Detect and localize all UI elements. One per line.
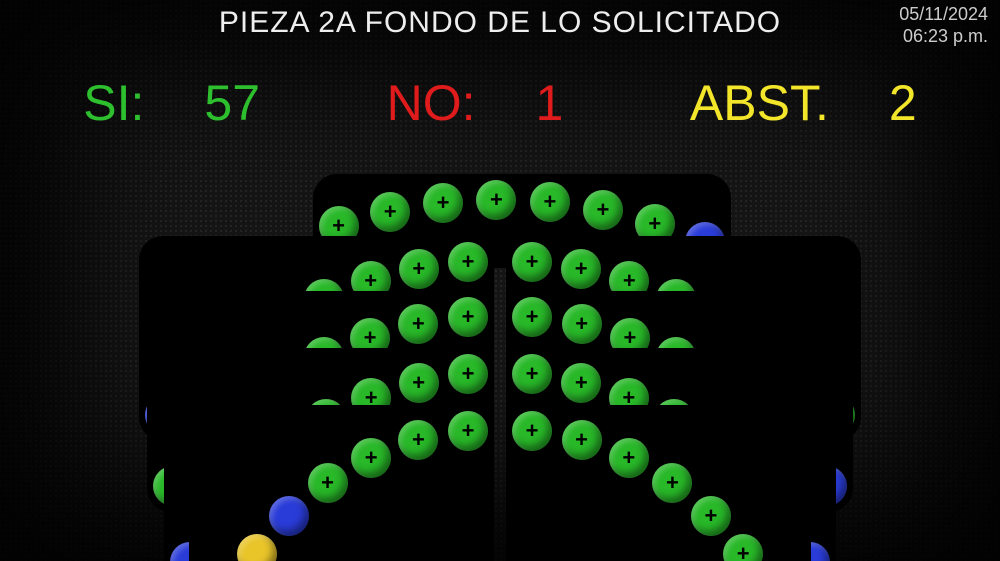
seat-yes: + bbox=[512, 297, 552, 337]
seat-yes: + bbox=[561, 363, 601, 403]
seat-yes: + bbox=[448, 297, 488, 337]
seat-yes: + bbox=[561, 249, 601, 289]
si-label: SI: bbox=[83, 74, 144, 132]
seat-yes: + bbox=[448, 411, 488, 451]
seat-empty bbox=[269, 496, 309, 536]
no-label: NO: bbox=[387, 74, 476, 132]
seat-yes: + bbox=[691, 496, 731, 536]
timestamp: 05/11/2024 06:23 p.m. bbox=[899, 4, 988, 47]
seat-yes: + bbox=[308, 463, 348, 503]
seat-yes: + bbox=[562, 304, 602, 344]
time-text: 06:23 p.m. bbox=[899, 26, 988, 48]
seat-yes: + bbox=[399, 363, 439, 403]
si-value: 57 bbox=[204, 74, 260, 132]
seat-yes: + bbox=[448, 242, 488, 282]
no-value: 1 bbox=[536, 74, 564, 132]
seat-yes: + bbox=[609, 438, 649, 478]
seat-yes: + bbox=[351, 438, 391, 478]
date-text: 05/11/2024 bbox=[899, 4, 988, 26]
seat-yes: + bbox=[562, 420, 602, 460]
seat-yes: + bbox=[399, 249, 439, 289]
abst-label: ABST. bbox=[690, 74, 829, 132]
seat-yes: + bbox=[583, 190, 623, 230]
seat-yes: + bbox=[512, 411, 552, 451]
seat-yes: + bbox=[370, 192, 410, 232]
seat-yes: + bbox=[423, 183, 463, 223]
abst-value: 2 bbox=[889, 74, 917, 132]
tally-bar: SI: 57 NO: 1 ABST. 2 bbox=[0, 74, 1000, 132]
seat-yes: + bbox=[512, 242, 552, 282]
vote-title: PIEZA 2A FONDO DE LO SOLICITADO bbox=[0, 6, 1000, 40]
